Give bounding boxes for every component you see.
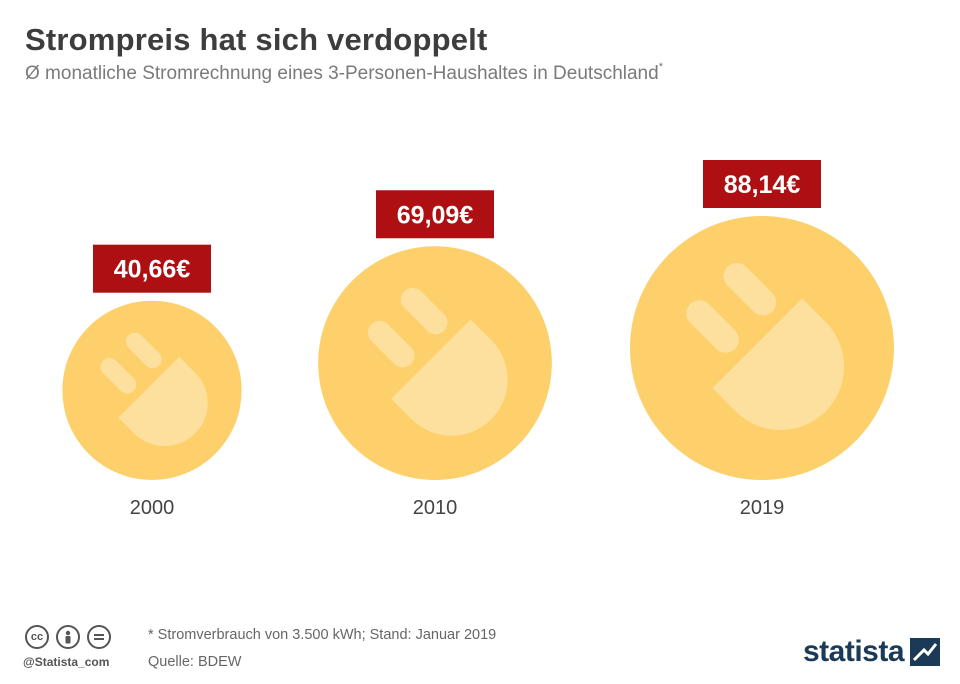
value-label-2019: 88,14€ xyxy=(724,171,801,199)
value-label-box-2010 xyxy=(376,190,494,239)
by-icon[interactable] xyxy=(56,625,80,649)
license-icons: cc xyxy=(25,625,111,649)
plug-icon-2019 xyxy=(686,262,845,431)
statista-logo-text: statista xyxy=(803,635,905,668)
category-label-2010: 2010 xyxy=(413,497,458,519)
subtitle-text: Ø monatliche Stromrechnung eines 3-Perso… xyxy=(25,63,659,84)
source-note: Quelle: BDEW xyxy=(148,654,242,670)
cc-icon[interactable]: cc xyxy=(25,625,49,649)
category-label-2000: 2000 xyxy=(130,497,175,519)
bubble-chart: 40,66€ 2000 69,09€ 2010 88,14€ 2019 xyxy=(62,160,894,519)
statista-handle[interactable]: @Statista_com xyxy=(23,655,110,669)
category-label-2019: 2019 xyxy=(740,497,785,519)
plug-icon-2000 xyxy=(100,332,208,447)
nd-icon[interactable] xyxy=(87,625,111,649)
subtitle-footnote-mark: * xyxy=(658,61,663,73)
value-label-2010: 69,09€ xyxy=(397,201,474,229)
chart-subtitle: Ø monatliche Stromrechnung eines 3-Perso… xyxy=(25,61,663,85)
plug-icon-2010 xyxy=(367,287,508,436)
footnote: * Stromverbrauch von 3.500 kWh; Stand: J… xyxy=(148,627,497,643)
value-label-2000: 40,66€ xyxy=(114,256,191,284)
statista-logo-icon xyxy=(910,638,941,666)
value-label-box-2000 xyxy=(93,244,211,293)
value-label-box-2019 xyxy=(703,160,821,208)
statista-logo[interactable]: statista xyxy=(803,635,941,668)
chart-title: Strompreis hat sich verdoppelt xyxy=(25,22,488,57)
